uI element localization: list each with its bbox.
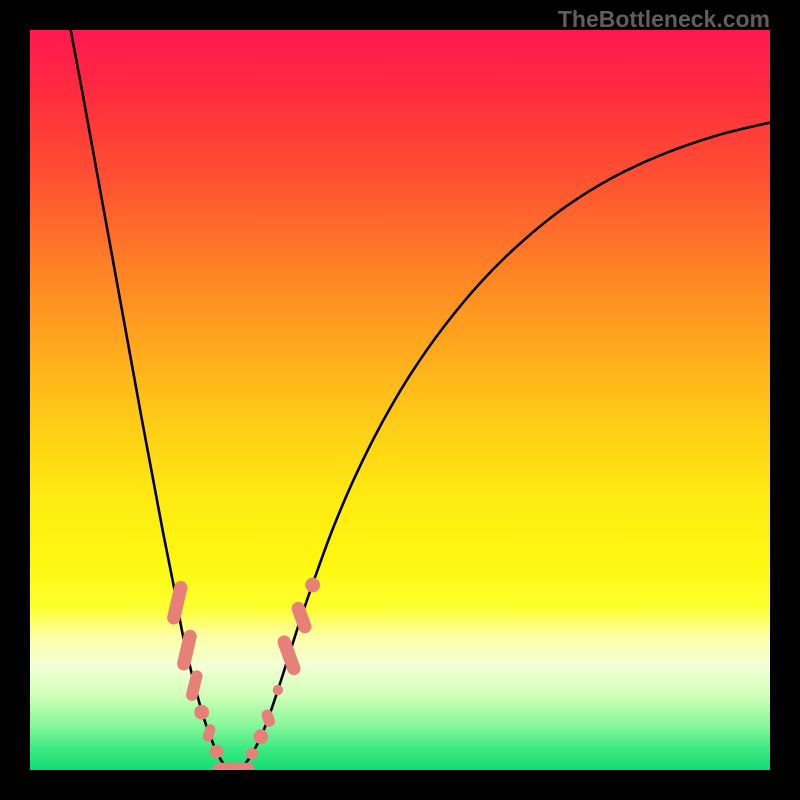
chart-frame: TheBottleneck.com: [0, 0, 800, 800]
gradient-background: [30, 30, 770, 770]
watermark-text: TheBottleneck.com: [558, 6, 770, 33]
bottleneck-curve-chart: [30, 30, 770, 770]
marker-dot: [246, 748, 258, 760]
marker-dot: [305, 578, 320, 593]
marker-dot: [210, 745, 223, 758]
marker-dot: [194, 705, 209, 720]
marker-dot: [273, 685, 283, 695]
plot-area: [30, 30, 770, 770]
marker-pill: [213, 763, 254, 770]
marker-dot: [253, 729, 268, 744]
